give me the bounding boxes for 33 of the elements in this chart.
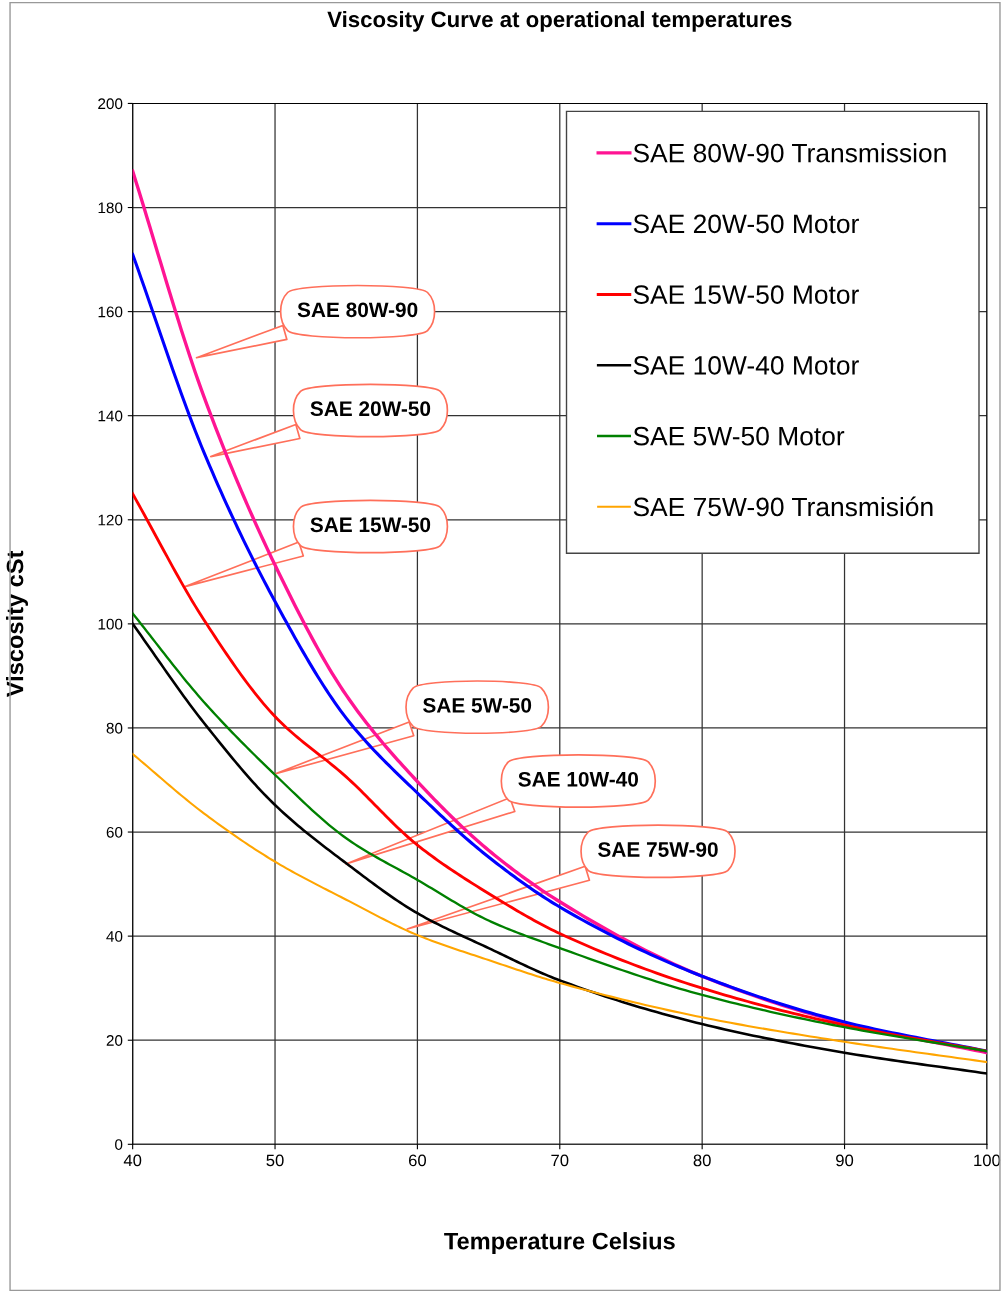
y-axis-title: Viscosity cSt [6, 550, 29, 697]
x-tick-label: 60 [408, 1154, 427, 1167]
x-tick-label: 40 [123, 1154, 142, 1167]
y-tick-label: 80 [106, 722, 123, 734]
y-tick-label: 40 [106, 931, 123, 942]
y-tick-label: 120 [98, 514, 123, 526]
y-tick-label: 0 [115, 1139, 123, 1150]
legend-label: SAE 5W-50 Motor [633, 426, 845, 446]
y-tick-label: 200 [98, 98, 123, 110]
legend-label: SAE 10W-40 Motor [633, 356, 859, 375]
legend-label: SAE 20W-50 Motor [633, 214, 859, 234]
chart-title: Viscosity Curve at operational temperatures [327, 10, 792, 32]
y-tick-label: 20 [106, 1035, 123, 1046]
annotation: SAE 15W-50 [310, 517, 431, 533]
x-tick-label: 50 [266, 1154, 284, 1167]
x-tick-label: 70 [551, 1154, 569, 1167]
y-tick-label: 100 [98, 618, 123, 630]
x-tick-label: 90 [836, 1154, 854, 1167]
annotation: SAE 10W-40 [518, 771, 639, 787]
annotation: SAE 75W-90 [598, 842, 718, 857]
y-tick-label: 140 [98, 410, 123, 422]
annotation: SAE 80W-90 [297, 302, 418, 318]
legend-label: SAE 80W-90 Transmission [633, 143, 946, 163]
legend-label: SAE 75W-90 Transmisión [633, 496, 933, 517]
y-tick-label: 160 [98, 306, 123, 318]
legend-label: SAE 15W-50 Motor [633, 285, 859, 304]
x-tick-label: 100 [974, 1154, 1001, 1167]
annotation: SAE 20W-50 [310, 401, 431, 417]
annotation: SAE 5W-50 [423, 697, 532, 713]
y-tick-label: 60 [106, 826, 123, 838]
x-axis-title: Temperature Celsius [444, 1232, 675, 1255]
x-tick-label: 80 [693, 1154, 711, 1167]
y-tick-label: 180 [98, 202, 123, 214]
